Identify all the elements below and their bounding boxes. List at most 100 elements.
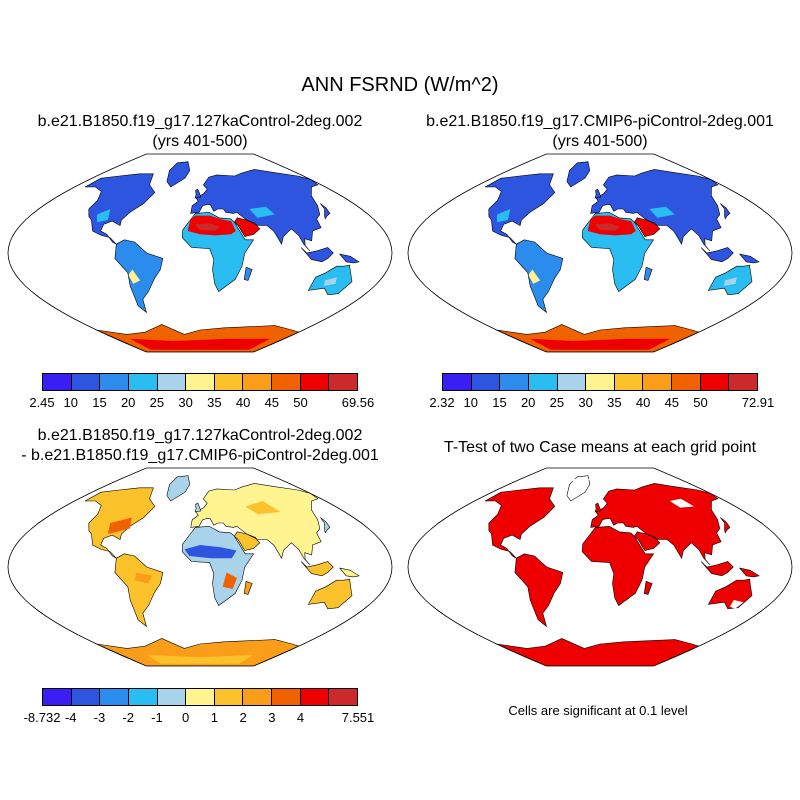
map-case1-region-patch xyxy=(128,269,141,284)
map-difference-region-patch xyxy=(147,655,253,664)
map-ttest-map-border xyxy=(407,467,793,667)
panel-title-case1-line2: (yrs 401-500) xyxy=(152,133,248,150)
colorbar-case1-swatch xyxy=(300,374,330,390)
map-difference-newguinea xyxy=(338,567,360,578)
map-case2-map-border xyxy=(407,153,793,353)
colorbar-case1-swatch xyxy=(329,374,358,390)
map-ttest-uk xyxy=(594,502,602,513)
colorbar-difference-swatch xyxy=(128,689,158,705)
map-ttest-region-patch xyxy=(669,498,695,508)
colorbar-case2-tick-label: 30 xyxy=(578,395,593,410)
map-difference-indonesia xyxy=(300,561,334,577)
colorbar-case2-tick-label: 2.32 xyxy=(429,395,455,410)
colorbar-case2-tick-label: 45 xyxy=(664,395,680,410)
colorbar-case2-tick-label: 25 xyxy=(549,395,565,410)
map-case2-uk xyxy=(594,188,602,199)
map-case1-map-border xyxy=(7,153,393,353)
panel-title-difference: b.e21.B1850.f19_g17.127kaControl-2deg.00… xyxy=(0,426,400,466)
panel-title-case1: b.e21.B1850.f19_g17.127kaControl-2deg.00… xyxy=(0,112,400,152)
panel-title-case2: b.e21.B1850.f19_g17.CMIP6-piControl-2deg… xyxy=(400,112,800,152)
map-difference xyxy=(7,467,393,667)
colorbar-case1-labels: 2.45 10 15 20 25 30 35 40 45 50 69.56 xyxy=(29,395,374,411)
map-ttest-australia xyxy=(707,578,753,610)
colorbar-case2-tick-label: 40 xyxy=(635,395,651,410)
colorbar-difference-swatch xyxy=(329,689,358,705)
colorbar-case1-tick-label: 35 xyxy=(207,395,222,410)
map-difference-greenland xyxy=(166,475,191,502)
map-case1-region-patch xyxy=(324,277,337,286)
colorbar-case1-tick-label: 10 xyxy=(63,395,78,410)
colorbar-case1-swatch xyxy=(128,374,158,390)
colorbar-case2 xyxy=(442,373,758,391)
colorbar-case2-tick-label: 15 xyxy=(492,395,507,410)
map-difference-eurasia xyxy=(190,483,322,566)
map-case1-newguinea xyxy=(338,253,360,264)
map-case2-region-patch xyxy=(724,277,737,286)
map-difference-australia xyxy=(307,578,353,610)
map-ttest-africa xyxy=(581,525,655,606)
colorbar-difference-tick-label: 1 xyxy=(210,710,218,725)
map-difference-madagascar xyxy=(243,580,253,595)
colorbar-case1-swatch xyxy=(43,374,72,390)
colorbar-case2-swatch xyxy=(528,374,558,390)
colorbar-case1-tick-label: 40 xyxy=(235,395,251,410)
map-difference-map-border xyxy=(7,467,393,667)
map-case1-indonesia xyxy=(300,247,334,263)
map-case2-region-patch xyxy=(496,209,511,223)
colorbar-case2-tick-label: 20 xyxy=(520,395,536,410)
colorbar-difference-tick-label: 0 xyxy=(182,710,190,725)
map-case1-region-patch xyxy=(129,338,271,350)
colorbar-case2-tick-label: 35 xyxy=(607,395,622,410)
colorbar-difference-swatch xyxy=(100,689,129,705)
colorbar-case2-swatch xyxy=(614,374,644,390)
colorbar-case2-labels: 2.32 10 15 20 25 30 35 40 45 50 72.91 xyxy=(429,395,774,411)
colorbar-difference-tick-label: 7.551 xyxy=(341,710,375,725)
map-case2-newguinea xyxy=(738,253,760,264)
map-difference-arabia xyxy=(234,531,261,551)
map-case2-madagascar xyxy=(643,266,653,281)
map-case1-japan xyxy=(320,203,331,220)
colorbar-case2-tick-label: 72.91 xyxy=(741,395,775,410)
colorbar-case1-tick-label: 15 xyxy=(92,395,107,410)
colorbar-case1-swatch xyxy=(214,374,244,390)
colorbar-case2-swatch xyxy=(586,374,615,390)
map-case1-region-patch xyxy=(249,206,275,218)
map-case2-region-patch xyxy=(595,223,621,231)
map-difference-region-patch xyxy=(245,501,281,515)
colorbar-case2-swatch xyxy=(500,374,529,390)
colorbar-difference-swatch xyxy=(186,689,215,705)
map-difference-japan xyxy=(320,517,331,534)
map-case1-ocean xyxy=(8,154,392,352)
colorbar-difference-tick-label: 3 xyxy=(268,710,276,725)
map-case1-southAmerica xyxy=(114,239,164,314)
map-case2-region-patch xyxy=(529,338,671,350)
colorbar-difference-tick-label: -8.732 xyxy=(23,710,61,725)
colorbar-difference-swatch xyxy=(71,689,101,705)
colorbar-case1-tick-label: 25 xyxy=(149,395,165,410)
map-difference-region-patch xyxy=(107,517,132,534)
colorbar-case1-swatch xyxy=(186,374,215,390)
colorbar-case1-swatch xyxy=(71,374,101,390)
map-case2-region-patch xyxy=(649,206,675,218)
map-difference-region-patch xyxy=(184,545,237,559)
map-ttest xyxy=(407,467,793,667)
colorbar-case1-swatch xyxy=(272,374,301,390)
map-ttest-japan xyxy=(720,517,731,534)
map-case2-ocean xyxy=(408,154,792,352)
map-case2-japan xyxy=(720,203,731,220)
colorbar-case1-swatch xyxy=(157,374,187,390)
colorbar-case2-swatch xyxy=(471,374,501,390)
colorbar-case2-swatch xyxy=(557,374,587,390)
colorbar-case2-swatch xyxy=(672,374,701,390)
colorbar-case1 xyxy=(42,373,358,391)
panel-title-case1-line1: b.e21.B1850.f19_g17.127kaControl-2deg.00… xyxy=(37,113,363,130)
colorbar-case1-tick-label: 20 xyxy=(120,395,136,410)
map-ttest-madagascar xyxy=(643,580,653,595)
colorbar-difference-tick-label: -3 xyxy=(93,710,106,725)
colorbar-difference-swatch xyxy=(43,689,72,705)
panel-title-difference-line1: b.e21.B1850.f19_g17.127kaControl-2deg.00… xyxy=(37,427,363,444)
map-difference-uk xyxy=(194,502,202,513)
colorbar-case1-tick-label: 45 xyxy=(264,395,280,410)
colorbar-case2-swatch xyxy=(443,374,472,390)
map-case2-indonesia xyxy=(700,247,734,263)
